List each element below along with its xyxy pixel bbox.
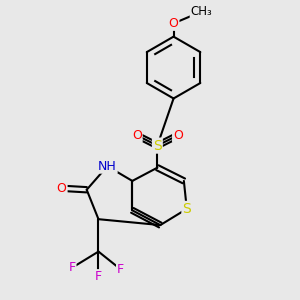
- Text: S: S: [182, 202, 191, 216]
- Text: O: O: [132, 129, 142, 142]
- Text: O: O: [57, 182, 67, 195]
- Text: S: S: [153, 139, 162, 153]
- Text: F: F: [117, 263, 124, 276]
- Text: NH: NH: [98, 160, 117, 173]
- Text: F: F: [68, 261, 76, 274]
- Text: O: O: [173, 129, 183, 142]
- Text: CH₃: CH₃: [191, 5, 212, 18]
- Text: F: F: [95, 270, 102, 283]
- Text: O: O: [169, 17, 178, 30]
